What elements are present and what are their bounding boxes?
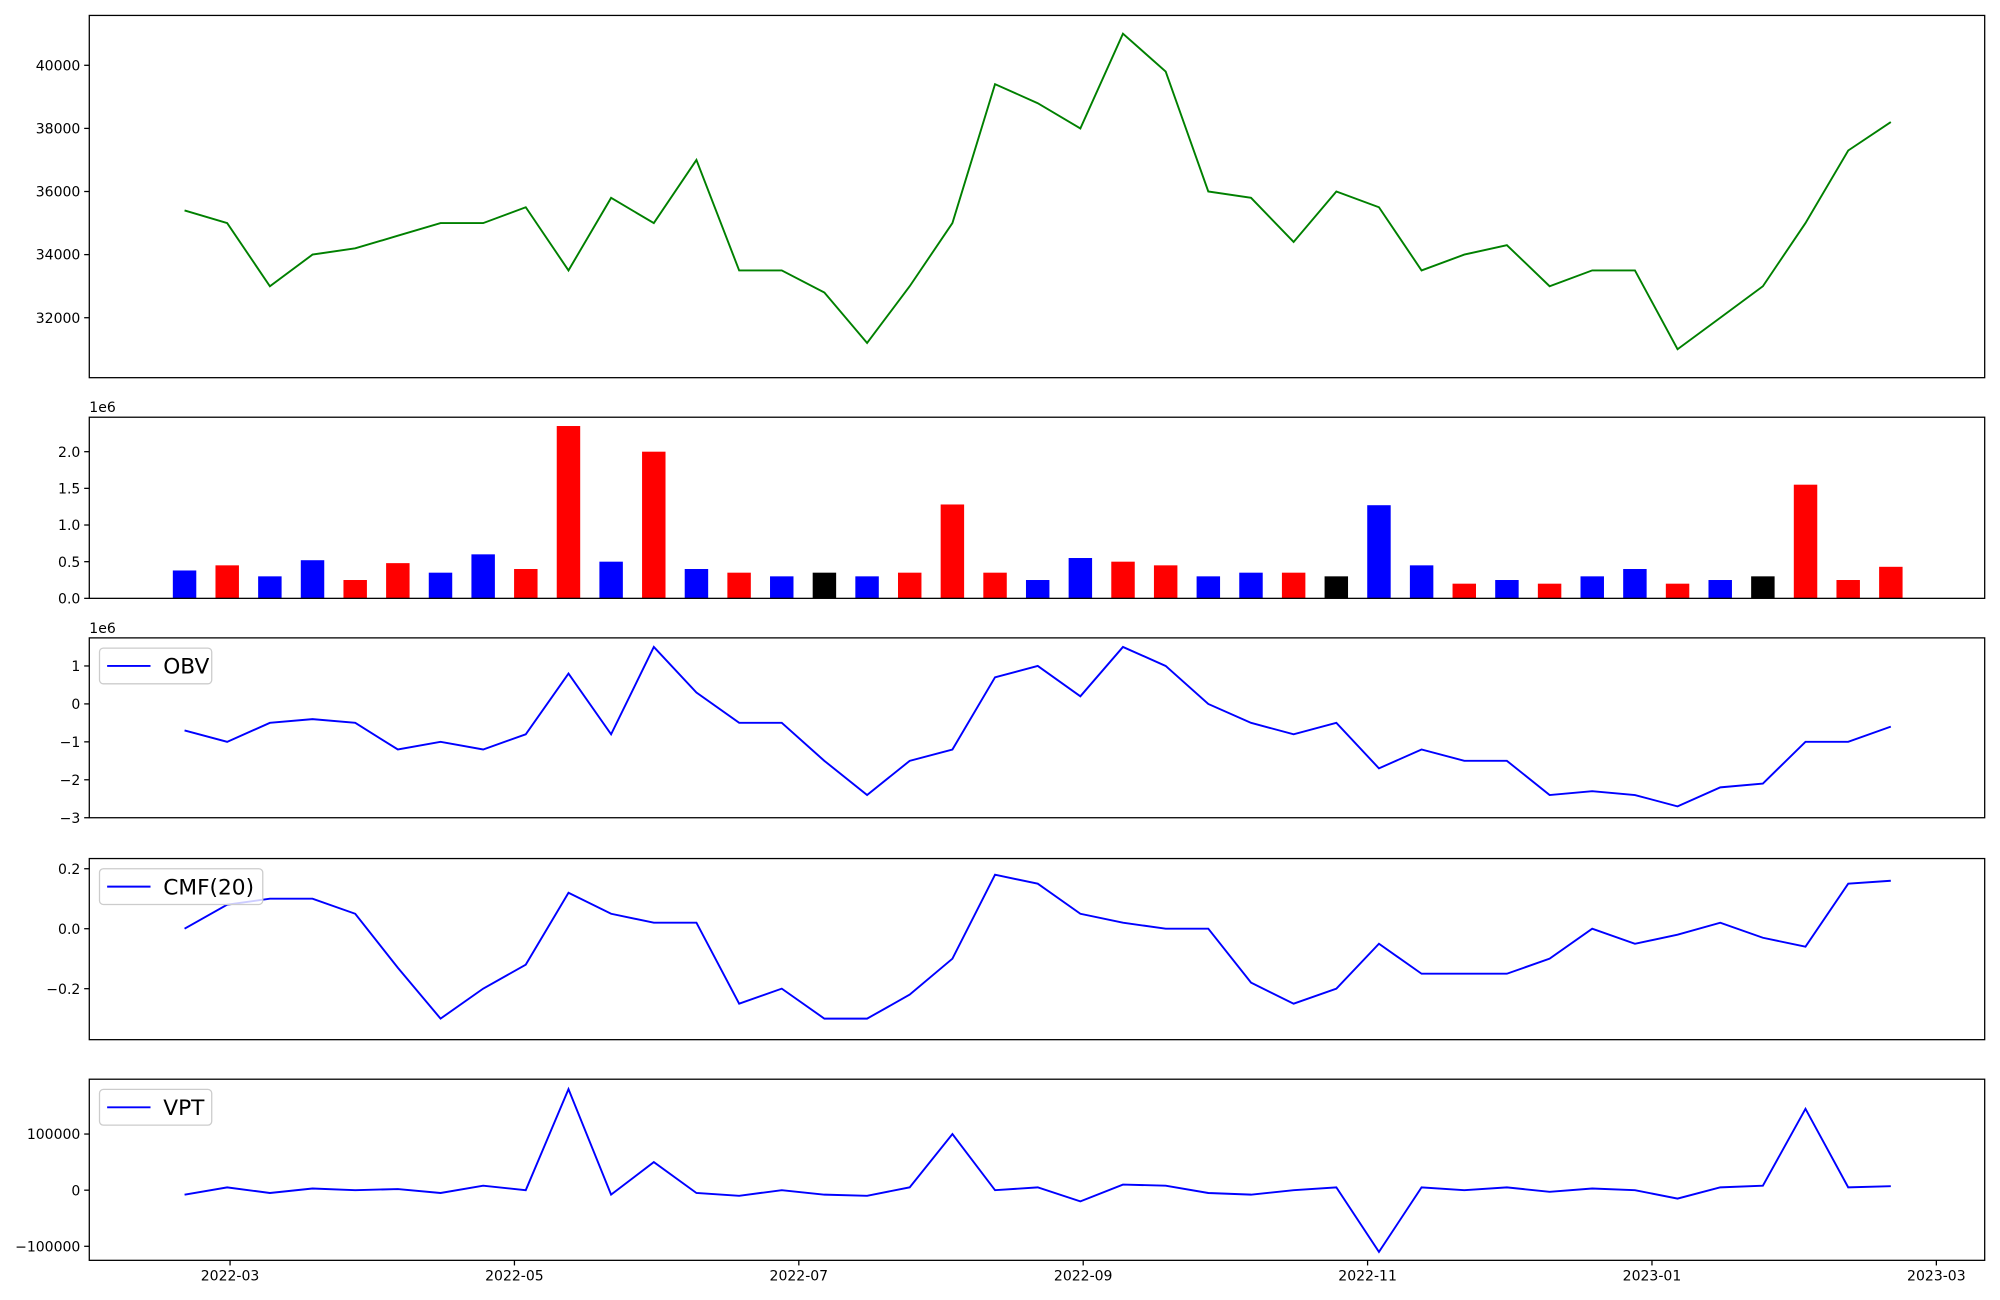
x-tick-label: 2022-05 (485, 1269, 544, 1285)
y-tick-label: 0 (71, 697, 80, 713)
y-tick-label: 32000 (36, 311, 81, 327)
axes-frame (88, 637, 1986, 819)
volume-bar (1751, 576, 1775, 599)
volume-bar (1068, 558, 1093, 599)
y-tick-label: 1.5 (58, 481, 80, 497)
y-tick-label: 0.2 (58, 862, 80, 878)
volume-bar (1495, 580, 1519, 599)
x-tick-label: 2022-11 (1338, 1269, 1397, 1285)
volume-bar (812, 572, 837, 599)
volume-bar (343, 580, 367, 599)
y-tick-label: −0.2 (46, 982, 80, 998)
volume-bar (172, 570, 197, 599)
y-tick-label: −100000 (15, 1239, 80, 1255)
volume-bar (258, 576, 282, 599)
volume-bar (1836, 580, 1860, 599)
x-tick-label: 2022-07 (770, 1269, 829, 1285)
y-tick-label: 36000 (36, 185, 81, 201)
y-tick-label: −3 (60, 811, 81, 827)
volume-bar (1025, 580, 1050, 599)
volume-bar (1239, 572, 1263, 599)
volume-bar (1281, 572, 1306, 599)
volume-bar (770, 576, 794, 599)
volume-bar (1793, 484, 1818, 599)
volume-bar (897, 572, 922, 599)
volume-bar (215, 565, 239, 599)
y-tick-label: 100000 (27, 1127, 81, 1143)
volume-bar (599, 561, 623, 599)
y-tick-label: 2.0 (58, 445, 80, 461)
x-tick-label: 2023-03 (1907, 1269, 1966, 1285)
offset-label: 1e6 (89, 621, 116, 637)
x-tick-label: 2022-03 (201, 1269, 260, 1285)
legend-label: OBV (163, 655, 209, 680)
legend-label: CMF(20) (163, 875, 254, 900)
y-tick-label: −2 (60, 773, 81, 789)
volume-bar (386, 563, 410, 599)
y-tick-label: 0 (71, 1183, 80, 1199)
volume-bar (1665, 583, 1690, 599)
volume-bar (1537, 583, 1562, 599)
volume-bar (1324, 576, 1349, 599)
legend-box (98, 1088, 213, 1126)
y-tick-label: 0.0 (58, 922, 80, 938)
volume-bar (684, 569, 709, 599)
x-tick-label: 2022-09 (1054, 1269, 1113, 1285)
line-series (184, 1086, 1891, 1254)
volume-bar (1196, 576, 1221, 599)
volume-bar (1708, 580, 1732, 599)
y-tick-label: −1 (60, 735, 81, 751)
axes-frame (88, 416, 1986, 599)
volume-bar (855, 576, 879, 599)
y-tick-label: 1 (71, 659, 80, 675)
volume-bar (1409, 565, 1434, 599)
volume-bar (1580, 576, 1604, 599)
legend-box (98, 868, 264, 906)
y-tick-label: 34000 (36, 248, 81, 264)
volume-bar (300, 560, 325, 599)
legend-box (98, 647, 213, 685)
y-tick-label: 0.0 (58, 591, 80, 607)
volume-bar (1879, 566, 1903, 599)
volume-bar (727, 572, 751, 599)
volume-bar (1623, 569, 1647, 599)
y-tick-label: 40000 (36, 58, 81, 74)
line-series (184, 873, 1891, 1020)
volume-bar (1153, 565, 1178, 599)
axes-frame (88, 14, 1986, 379)
volume-bar (642, 451, 666, 599)
line-series (184, 645, 1892, 808)
line-series (184, 32, 1892, 351)
y-tick-label: 0.5 (58, 555, 80, 571)
volume-bar (514, 569, 538, 599)
axes-frame (88, 1078, 1986, 1261)
legend-label: VPT (163, 1096, 205, 1121)
volume-bar (556, 426, 581, 599)
axes-frame (88, 857, 1986, 1041)
volume-bar (471, 554, 495, 599)
volume-bar (983, 572, 1007, 599)
volume-bar (1367, 505, 1391, 599)
x-tick-label: 2023-01 (1623, 1269, 1682, 1285)
volume-bar (428, 572, 453, 599)
offset-label: 1e6 (89, 400, 116, 416)
y-tick-label: 38000 (36, 122, 81, 138)
volume-bar (1111, 561, 1135, 599)
y-tick-label: 1.0 (58, 518, 80, 534)
volume-bar (1452, 583, 1477, 599)
volume-bar (940, 504, 965, 599)
